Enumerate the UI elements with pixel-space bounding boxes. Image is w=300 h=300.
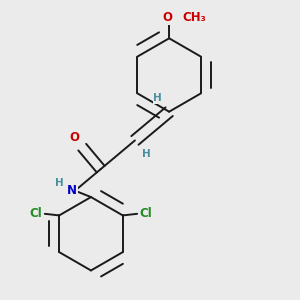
Text: CH₃: CH₃ [182, 11, 206, 24]
Text: Cl: Cl [140, 207, 152, 220]
Text: H: H [154, 93, 162, 103]
Text: O: O [69, 131, 80, 144]
Text: N: N [67, 184, 77, 197]
Text: H: H [55, 178, 64, 188]
Text: Cl: Cl [30, 207, 43, 220]
Text: O: O [163, 11, 172, 24]
Text: H: H [142, 149, 151, 159]
